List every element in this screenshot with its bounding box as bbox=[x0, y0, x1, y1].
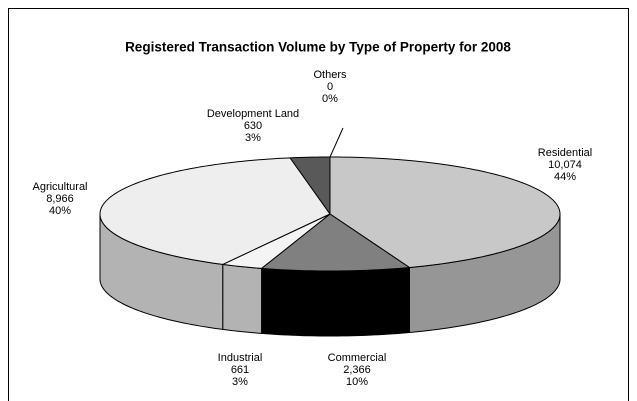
slice-label: Industrial bbox=[218, 352, 263, 364]
value-label: 661 bbox=[231, 364, 249, 376]
slice-label: Development Land bbox=[207, 108, 299, 120]
value-label: 0 bbox=[327, 81, 333, 93]
leader-line bbox=[329, 127, 344, 158]
value-label: 8,966 bbox=[46, 193, 74, 205]
percent-label: 40% bbox=[49, 205, 71, 217]
slice-label: Residential bbox=[538, 147, 592, 159]
percent-label: 0% bbox=[322, 93, 338, 105]
pie-slice bbox=[289, 156, 331, 215]
slice-label: Commercial bbox=[328, 352, 387, 364]
pie-slice bbox=[222, 213, 331, 269]
pie-side bbox=[261, 266, 410, 337]
value-label: 10,074 bbox=[548, 159, 582, 171]
pie-slice bbox=[99, 157, 331, 265]
slice-label: Agricultural bbox=[32, 181, 87, 193]
percent-label: 3% bbox=[245, 132, 261, 144]
percent-label: 3% bbox=[232, 376, 248, 388]
value-label: 2,366 bbox=[343, 364, 371, 376]
chart-title: Registered Transaction Volume by Type of… bbox=[125, 40, 511, 55]
pie-slice bbox=[261, 213, 410, 272]
pie-slice bbox=[329, 156, 561, 268]
slice-label: Others bbox=[313, 69, 347, 81]
pie-side bbox=[222, 263, 263, 334]
percent-label: 44% bbox=[554, 171, 576, 183]
percent-label: 10% bbox=[346, 376, 368, 388]
value-label: 630 bbox=[244, 120, 262, 132]
pie-tops bbox=[99, 156, 561, 272]
